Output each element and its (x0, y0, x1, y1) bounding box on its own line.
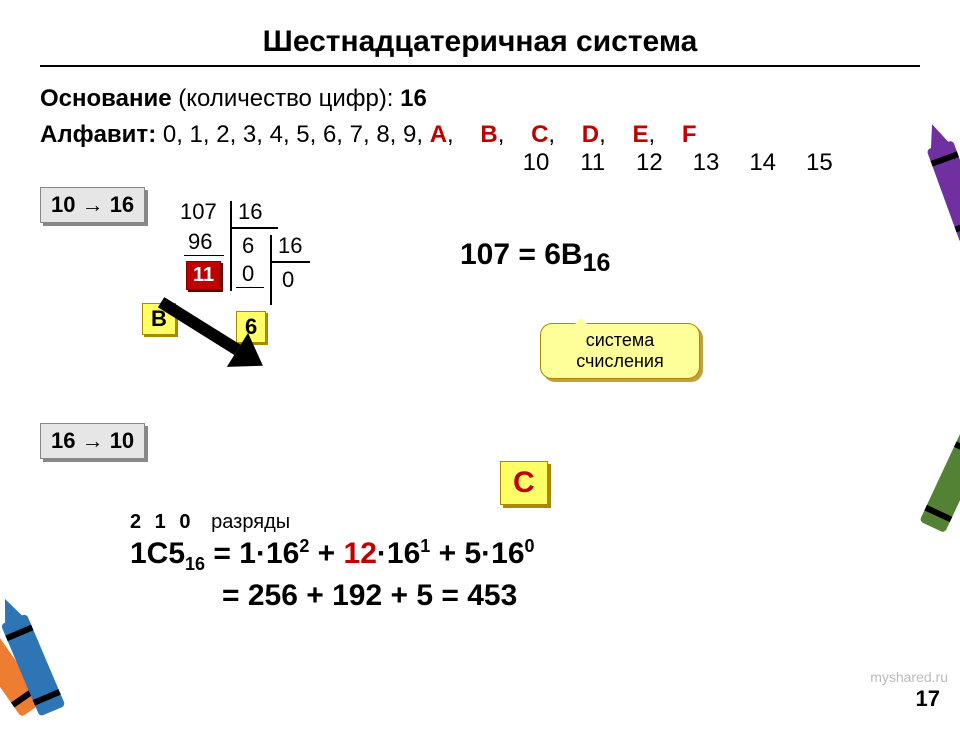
div-96: 96 (188, 229, 212, 255)
slide-title: Шестнадцатеричная система (40, 25, 920, 59)
hex-d: D (582, 121, 599, 148)
div-q6: 6 (242, 233, 254, 259)
base-value: 16 (400, 85, 427, 112)
div-n0: 0 (242, 261, 254, 287)
positions-label: разряды (211, 511, 290, 533)
watermark: myshared.ru (870, 669, 948, 685)
alphabet-label: Алфавит: (40, 121, 156, 148)
div-q0: 0 (282, 267, 294, 293)
val-14: 14 (738, 149, 788, 177)
alphabet-line: Алфавит: 0, 1, 2, 3, 4, 5, 6, 7, 8, 9, A… (40, 121, 920, 149)
long-division: 107 16 96 11 6 16 0 0 6 B (180, 199, 440, 379)
positions: 2 1 0 (130, 511, 194, 533)
div-16b: 16 (278, 233, 302, 259)
hex-e: E (632, 121, 648, 148)
hex-b: B (480, 121, 497, 148)
val-12: 12 (624, 149, 674, 177)
val-10: 10 (511, 149, 561, 177)
callout-text: система счисления (576, 330, 664, 371)
callout-box: система счисления (540, 323, 700, 379)
page-number: 17 (916, 686, 940, 712)
formula-line1: 1C516 = 1·162 + 12·161 + 5·160 (130, 534, 920, 576)
div-r11: 11 (186, 261, 221, 290)
val-15: 15 (794, 149, 844, 177)
badge-10-16: 10 → 16 (40, 187, 145, 223)
val-11: 11 (568, 149, 618, 177)
val-13: 13 (681, 149, 731, 177)
base-label: Основание (40, 85, 172, 112)
result-equation: 107 = 6B16 (460, 238, 610, 278)
hex-a: A (430, 121, 447, 148)
hex-f: F (682, 121, 697, 148)
alphabet-digits: 0, 1, 2, 3, 4, 5, 6, 7, 8, 9, (163, 121, 423, 148)
badge-16-10: 16 → 10 (40, 423, 145, 459)
base-line: Основание (количество цифр): 16 (40, 85, 920, 113)
div-107: 107 (180, 199, 217, 225)
div-16a: 16 (238, 199, 262, 225)
base-desc: (количество цифр): (178, 85, 393, 112)
formula-line2: = 256 + 192 + 5 = 453 (222, 576, 920, 615)
hex-values-row: 10 11 12 13 14 15 (511, 149, 920, 177)
positions-row: 2 1 0 разряды (130, 511, 920, 534)
title-rule (40, 65, 920, 67)
c-box: C (500, 461, 548, 505)
hex-c: C (531, 121, 548, 148)
